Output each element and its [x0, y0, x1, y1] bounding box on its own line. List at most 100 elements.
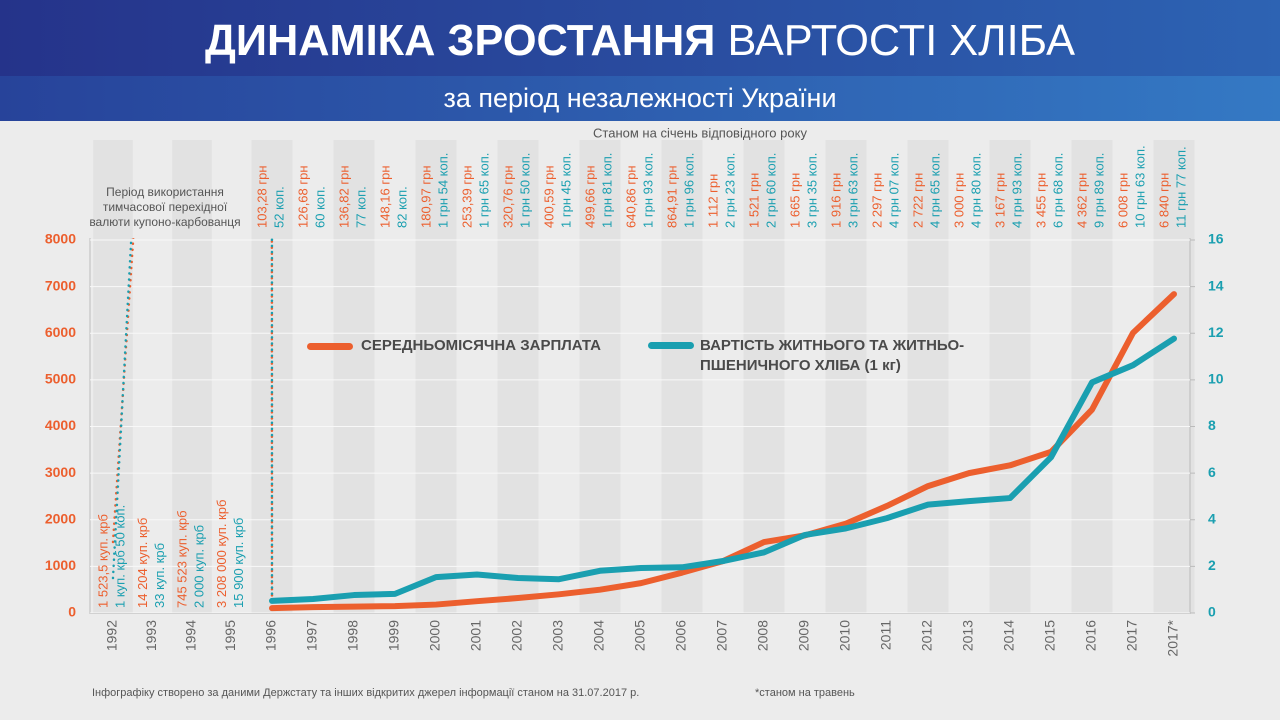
- data-label: 126,68 грн: [295, 165, 310, 228]
- data-label: 253,39 грн: [459, 165, 474, 228]
- chart-title: ДИНАМІКА ЗРОСТАННЯ ВАРТОСТІ ХЛІБА: [205, 16, 1076, 65]
- column-stripe: [989, 140, 1031, 613]
- x-tick-label: 2004: [591, 620, 607, 651]
- y-tick-label: 2000: [45, 510, 76, 526]
- data-label: 3 000 грн: [951, 173, 966, 228]
- footnote: Інфографіку створено за даними Держстату…: [92, 687, 639, 699]
- column-stripe: [661, 140, 703, 613]
- legend-label: СЕРЕДНЬОМІСЯЧНА ЗАРПЛАТА: [361, 337, 601, 354]
- column-stripe: [172, 140, 212, 613]
- data-label: 6 грн 68 коп.: [1050, 153, 1065, 228]
- data-label: 148,16 грн: [377, 165, 392, 228]
- legend-swatch: [648, 342, 694, 349]
- x-tick-label: 1998: [345, 620, 361, 651]
- data-label: 1 грн 65 коп.: [476, 153, 491, 228]
- y-tick-label: 6000: [45, 324, 76, 340]
- data-label: 1 грн 96 коп.: [681, 153, 696, 228]
- legend-bread: ВАРТІСТЬ ЖИТНЬОГО ТА ЖИТНЬО-ПШЕНИЧНОГО Х…: [648, 336, 988, 376]
- y2-tick-label: 4: [1208, 510, 1216, 526]
- data-label: 1 куп. крб 50 коп.: [112, 505, 127, 608]
- data-label: 82 коп.: [394, 186, 409, 228]
- data-label: 4 грн 07 коп.: [886, 153, 901, 228]
- data-label: 1 грн 45 коп.: [558, 153, 573, 228]
- data-label: 6 840 грн: [1156, 173, 1171, 228]
- column-stripe: [743, 140, 785, 613]
- x-tick-label: 2005: [632, 620, 648, 651]
- data-label: 2 грн 23 коп.: [722, 153, 737, 228]
- data-label: 103,28 грн: [254, 165, 269, 228]
- x-tick-label: 2015: [1042, 620, 1058, 651]
- data-label: 1 112 грн: [705, 174, 720, 228]
- y-tick-label: 7000: [45, 277, 76, 293]
- data-label: 4 грн 80 коп.: [968, 153, 983, 228]
- data-label: 52 коп.: [271, 186, 286, 228]
- coupon-note: валюти купоно-карбованця: [89, 215, 240, 229]
- x-tick-label: 1996: [263, 620, 279, 651]
- y2-tick-label: 6: [1208, 464, 1216, 480]
- y2-tick-label: 12: [1208, 324, 1224, 340]
- y2-tick-label: 2: [1208, 557, 1216, 573]
- data-label: 745 523 куп. крб: [174, 510, 189, 608]
- x-tick-label: 1995: [222, 620, 238, 651]
- title-regular: ВАРТОСТІ ХЛІБА: [727, 16, 1075, 65]
- legend-salary: СЕРЕДНЬОМІСЯЧНА ЗАРПЛАТА: [307, 336, 601, 356]
- x-tick-label: 2013: [960, 620, 976, 651]
- x-tick-label: 2001: [468, 620, 484, 651]
- data-label: 4 грн 93 коп.: [1009, 153, 1024, 228]
- data-label: 400,59 грн: [541, 165, 556, 228]
- data-label: 1 523,5 куп. крб: [95, 514, 110, 608]
- top-note: Станом на січень відповідного року: [593, 125, 807, 140]
- subheader-band: [0, 76, 1280, 121]
- data-label: 6 008 грн: [1115, 173, 1130, 228]
- data-label: 2 000 куп. крб: [191, 525, 206, 608]
- data-label: 1 грн 93 коп.: [640, 153, 655, 228]
- x-tick-label: 2017*: [1165, 619, 1181, 656]
- x-tick-label: 2014: [1001, 620, 1017, 651]
- y2-tick-label: 16: [1208, 231, 1224, 247]
- data-label: 1 665 грн: [787, 173, 802, 228]
- y2-tick-label: 14: [1208, 277, 1224, 293]
- data-label: 10 грн 63 коп.: [1132, 145, 1147, 228]
- column-stripe: [497, 140, 539, 613]
- y-tick-label: 8000: [45, 231, 76, 247]
- y-tick-label: 3000: [45, 464, 76, 480]
- x-tick-label: 2007: [714, 620, 730, 651]
- data-label: 2 722 грн: [910, 173, 925, 228]
- data-label: 1 грн 81 коп.: [599, 153, 614, 228]
- y2-tick-label: 0: [1208, 604, 1216, 620]
- y2-tick-label: 10: [1208, 371, 1224, 387]
- x-tick-label: 2012: [919, 620, 935, 651]
- data-label: 11 грн 77 коп.: [1173, 146, 1188, 228]
- data-label: 1 916 грн: [828, 173, 843, 228]
- data-label: 180,97 грн: [418, 165, 433, 228]
- data-label: 3 208 000 куп. крб: [214, 500, 229, 608]
- x-tick-label: 1993: [143, 620, 159, 651]
- data-label: 15 900 куп. крб: [231, 518, 246, 608]
- x-tick-label: 2017: [1124, 620, 1140, 651]
- legend-label: ВАРТІСТЬ ЖИТНЬОГО ТА ЖИТНЬО-ПШЕНИЧНОГО Х…: [700, 337, 965, 374]
- y-tick-label: 4000: [45, 417, 76, 433]
- x-tick-label: 2000: [427, 620, 443, 651]
- asterisk-note: *станом на травень: [755, 687, 855, 699]
- y-tick-label: 0: [68, 604, 76, 620]
- column-stripe: [333, 140, 375, 613]
- x-tick-label: 2008: [755, 620, 771, 651]
- column-stripe: [907, 140, 949, 613]
- column-stripe: [93, 140, 133, 613]
- data-label: 136,82 грн: [336, 165, 351, 228]
- title-bold: ДИНАМІКА ЗРОСТАННЯ: [205, 16, 715, 65]
- data-label: 77 коп.: [353, 186, 368, 228]
- data-label: 1 521 грн: [746, 173, 761, 228]
- x-tick-label: 2009: [796, 620, 812, 651]
- column-stripe: [1153, 140, 1195, 613]
- x-tick-label: 1997: [304, 620, 320, 651]
- data-label: 2 грн 60 коп.: [763, 153, 778, 228]
- column-stripe: [415, 140, 457, 613]
- column-stripe: [579, 140, 621, 613]
- legend-swatch: [307, 342, 353, 350]
- data-label: 3 грн 63 коп.: [845, 153, 860, 228]
- data-label: 1 грн 54 коп.: [435, 153, 450, 228]
- x-tick-label: 2010: [837, 620, 853, 651]
- data-label: 4 362 грн: [1074, 173, 1089, 228]
